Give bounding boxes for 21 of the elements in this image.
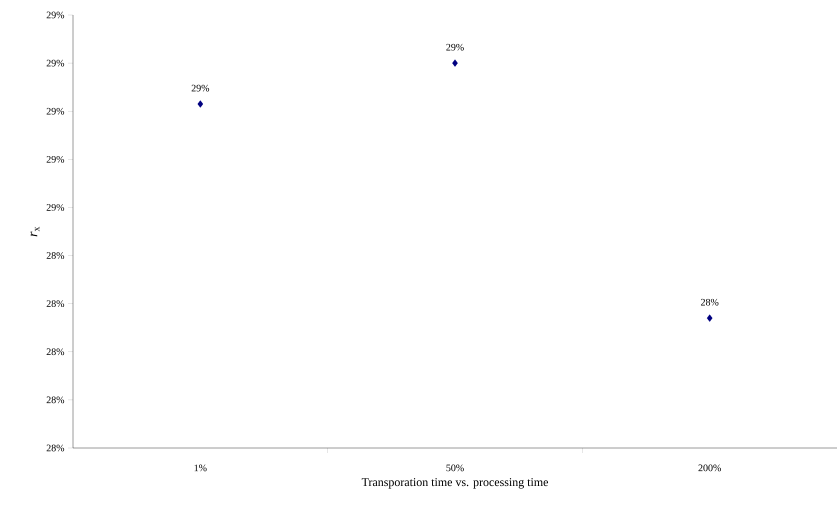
y-tick-label: 29%: [46, 204, 64, 211]
x-tick-label: 200%: [698, 464, 721, 472]
y-tick-label: 29%: [46, 108, 64, 115]
point: [452, 59, 458, 67]
y-tick-label: 28%: [46, 300, 64, 308]
y-tick-label: 28%: [46, 444, 64, 452]
point: [706, 314, 712, 322]
y-tick-label: 29%: [46, 156, 64, 163]
data-label: 29%: [192, 84, 210, 92]
y-tick-label: 29%: [46, 60, 64, 66]
y-tick-label: 28%: [46, 348, 64, 356]
data-label: 28%: [700, 298, 718, 306]
y-tick-label: 28%: [46, 396, 64, 404]
y-tick-label: 29%: [46, 12, 64, 18]
y-tick-label: 28%: [46, 252, 64, 259]
y-axis-title: r$_{x}$: [30, 226, 40, 236]
data-label: 29%: [446, 44, 464, 51]
point: [198, 100, 204, 108]
x-axis-title: Transporation time vs. processing time: [362, 478, 548, 489]
x-tick-label: 1%: [194, 464, 207, 472]
x-tick-label: 50%: [446, 464, 464, 472]
